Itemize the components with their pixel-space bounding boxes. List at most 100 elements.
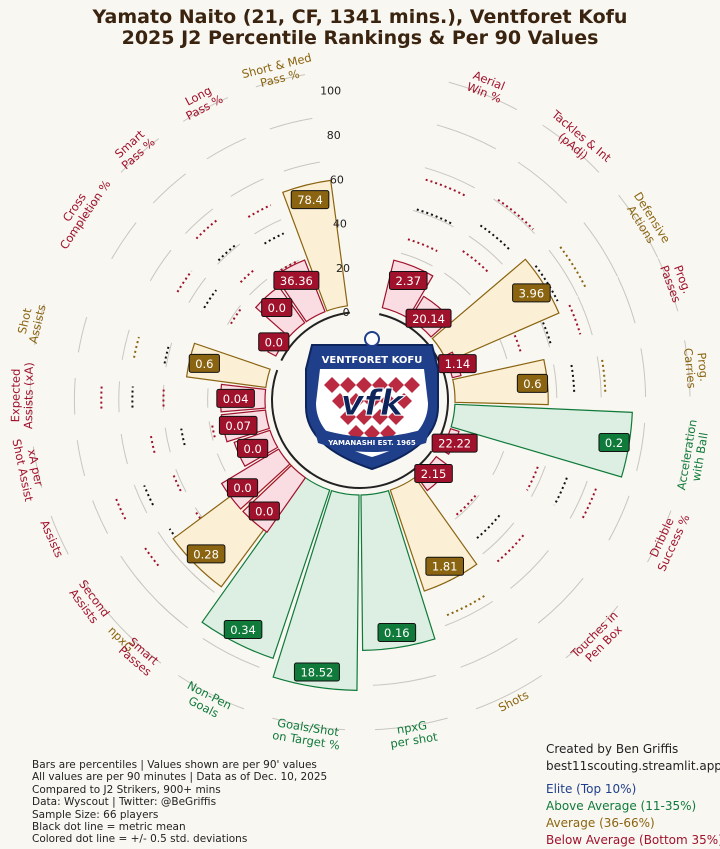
note-line: Black dot line = metric mean xyxy=(32,821,327,833)
grid-arc xyxy=(455,495,479,519)
grid-arc xyxy=(134,485,147,513)
grid-arc xyxy=(160,604,188,628)
grid-arc xyxy=(538,578,583,623)
reference-dot-line xyxy=(569,305,580,334)
grid-arc xyxy=(93,500,108,533)
value-box: 0.6 xyxy=(189,354,219,372)
value-box: 78.4 xyxy=(291,191,329,209)
grid-arc xyxy=(207,138,246,159)
grid-arc xyxy=(549,250,577,296)
club-logo: VENTFORET KOFU vfk YAMANASHI EST. 1965 xyxy=(306,332,438,469)
reference-dot-line xyxy=(408,239,437,251)
value-box: 18.52 xyxy=(294,663,339,681)
radial-tick-label: 100 xyxy=(320,85,341,98)
logo-flower-icon xyxy=(365,332,379,346)
value-label: 0.28 xyxy=(193,547,219,561)
radial-tick-label: 0 xyxy=(343,306,350,319)
metric-label: SecondAssists xyxy=(66,577,113,627)
grid-arc xyxy=(122,330,129,360)
value-label: 0.0 xyxy=(244,442,262,456)
metric-label: ShotAssists xyxy=(13,300,48,345)
grid-arc xyxy=(270,118,313,129)
value-box: 0.07 xyxy=(219,416,257,434)
grid-arc xyxy=(578,297,592,336)
value-label: 0.0 xyxy=(265,335,283,349)
value-box: 1.14 xyxy=(439,355,477,373)
reference-dot-line xyxy=(241,269,256,282)
value-label: 0.6 xyxy=(523,377,541,391)
value-box: 36.36 xyxy=(274,271,319,289)
value-box: 0.2 xyxy=(599,434,629,452)
value-label: 0.07 xyxy=(225,419,251,433)
legend-average: Average (36-66%) xyxy=(546,815,720,832)
reference-dot-line xyxy=(134,337,139,358)
grid-arc xyxy=(176,469,186,492)
value-box: 0.0 xyxy=(227,479,257,497)
value-box: 0.0 xyxy=(249,502,279,520)
radial-tick-label: 40 xyxy=(333,218,347,231)
grid-arc xyxy=(531,466,545,497)
reference-dot-line xyxy=(602,360,605,393)
chart-notes: Bars are percentiles | Values shown are … xyxy=(32,759,327,846)
value-box: 0.04 xyxy=(217,389,255,407)
reference-dot-line xyxy=(426,180,466,196)
logo-top-text: VENTFORET KOFU xyxy=(322,355,423,366)
value-label: 2.37 xyxy=(395,274,421,288)
legend-above-average: Above Average (11-35%) xyxy=(546,798,720,815)
note-line: All values are per 90 minutes | Data as … xyxy=(32,771,327,783)
value-label: 36.36 xyxy=(280,274,313,288)
legend-below-average: Below Average (Bottom 35%) xyxy=(546,832,720,849)
grid-arc xyxy=(518,162,567,203)
metric-label: DribbleSuccess % xyxy=(643,507,693,574)
reference-dot-line xyxy=(248,205,270,217)
reference-dot-line xyxy=(456,496,476,516)
reference-dot-line xyxy=(498,200,533,229)
reference-dot-line xyxy=(151,434,155,453)
credit-site: best11scouting.streamlit.app xyxy=(546,758,720,775)
legend-elite: Elite (Top 10%) xyxy=(546,781,720,798)
metric-label: Accelerationwith Ball xyxy=(674,418,712,493)
value-label: 0.6 xyxy=(195,357,213,371)
grid-arc xyxy=(158,532,176,557)
reference-dot-line xyxy=(144,485,153,505)
grid-arc xyxy=(373,675,436,685)
grid-arc xyxy=(510,550,548,588)
grid-arc xyxy=(255,220,282,234)
reference-dot-line xyxy=(144,546,158,565)
reference-dot-line xyxy=(417,210,452,224)
grid-arc xyxy=(112,223,137,259)
grid-arc xyxy=(166,343,172,367)
grid-arc xyxy=(641,348,646,397)
grid-arc xyxy=(165,428,170,453)
grid-arc xyxy=(444,273,470,295)
grid-arc xyxy=(137,578,182,623)
note-line: Sample Size: 66 players xyxy=(32,809,327,821)
reference-dot-line xyxy=(265,233,284,243)
value-label: 0.0 xyxy=(255,505,273,519)
reference-dot-line xyxy=(181,429,184,445)
metric-label: Prog.Passes xyxy=(657,259,696,305)
reference-dot-line xyxy=(196,220,216,238)
value-label: 3.96 xyxy=(519,286,545,300)
reference-dot-line xyxy=(513,331,521,352)
logo-ribbon-text: YAMANASHI EST. 1965 xyxy=(327,439,416,447)
value-label: 0.34 xyxy=(230,623,256,637)
grid-arc xyxy=(618,277,635,323)
grid-arc xyxy=(609,496,629,540)
credits-legend: Created by Ben Griffis best11scouting.st… xyxy=(546,741,720,849)
grid-arc xyxy=(483,523,514,554)
grid-arc xyxy=(460,638,517,667)
grid-arc xyxy=(227,305,240,324)
reference-dot-line xyxy=(582,489,596,520)
value-label: 78.4 xyxy=(297,193,323,207)
grid-arc xyxy=(231,179,264,196)
metric-label: ExpectedAssists (xA) xyxy=(8,362,36,429)
radial-tick-label: 20 xyxy=(336,262,350,275)
value-label: 0.0 xyxy=(268,301,286,315)
grid-arc xyxy=(119,381,120,412)
reference-dot-line xyxy=(177,271,191,292)
metric-label: xA perShot Assist xyxy=(9,435,48,503)
metric-label: Touches inPen Box xyxy=(567,608,629,670)
grid-arc xyxy=(284,162,320,171)
